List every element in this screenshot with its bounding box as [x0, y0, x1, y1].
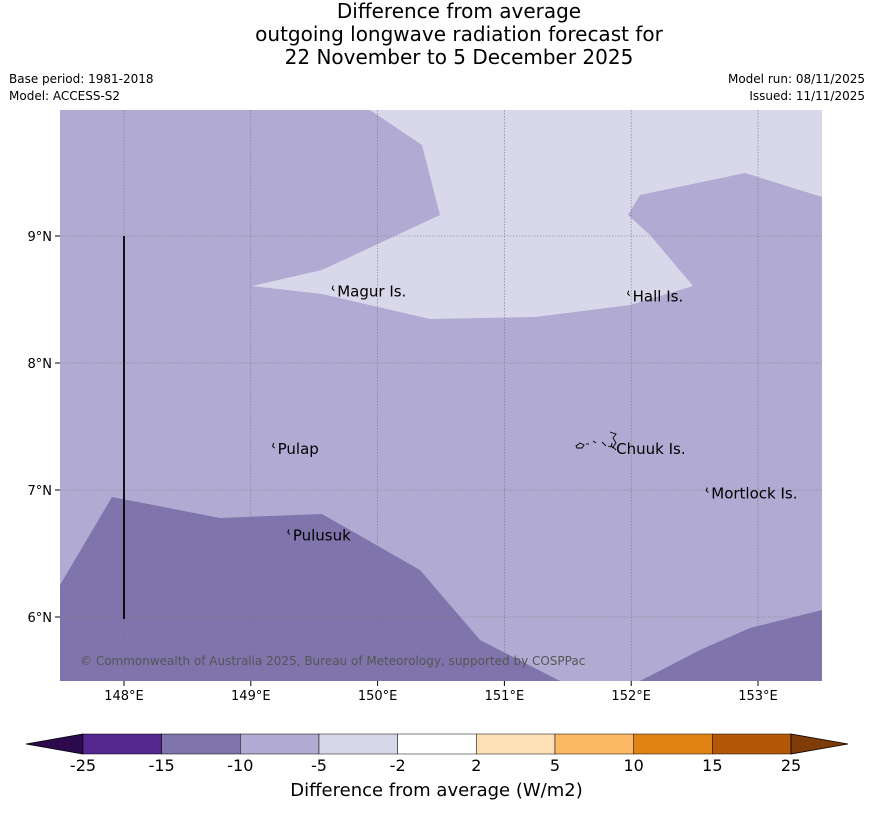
island-marker — [272, 442, 275, 449]
lon-label: 150°E — [358, 689, 398, 704]
place-labels: Magur Is. Hall Is. Pulap Chuuk Is. Mortlock … — [272, 283, 798, 544]
island-marker — [287, 529, 291, 535]
title-line-3: 22 November to 5 December 2025 — [284, 45, 634, 69]
colorbar-label: Difference from average (W/m2) — [290, 780, 583, 801]
colorbar-tick-label: -2 — [389, 756, 406, 775]
place-label: Chuuk Is. — [616, 440, 685, 458]
island-chuuk-outline — [575, 431, 617, 451]
colorbar-segment — [476, 733, 556, 755]
chart-title: Difference from average outgoing longwav… — [0, 0, 873, 69]
lat-label: 6°N — [28, 611, 53, 626]
island-marker — [705, 487, 709, 493]
latitude-labels: 9°N 8°N 7°N 6°N — [28, 230, 60, 626]
fill-minus15-minus10-west — [60, 497, 560, 681]
colorbar-segment — [633, 733, 713, 755]
lat-label: 8°N — [28, 357, 53, 372]
place-label: Pulap — [278, 440, 319, 458]
colorbar-segment — [82, 733, 162, 755]
title-line-2: outgoing longwave radiation forecast for — [255, 22, 663, 46]
colorbar-segment — [712, 733, 792, 755]
lat-label: 9°N — [28, 230, 53, 245]
map-fill-layer — [60, 110, 822, 681]
island-marker — [627, 290, 631, 297]
colorbar-tick-label: -10 — [227, 756, 254, 775]
lat-label: 7°N — [28, 484, 53, 499]
place-label: Magur Is. — [337, 283, 406, 301]
colorbar-segment — [397, 733, 477, 755]
meta-right: Model run: 08/11/2025 Issued: 11/11/2025 — [728, 71, 865, 105]
colorbar-tick-label: -15 — [148, 756, 175, 775]
colorbar — [25, 733, 849, 755]
fill-minus15-minus10-southeast — [640, 610, 822, 681]
colorbar-tick-label: -25 — [69, 756, 97, 775]
island-marker — [331, 285, 335, 291]
base-period: Base period: 1981-2018 — [9, 72, 154, 86]
place-label: Hall Is. — [633, 288, 684, 306]
colorbar-tick-label: 5 — [549, 756, 561, 775]
island-marker — [610, 442, 614, 449]
gridlines — [60, 110, 822, 681]
colorbar-segment — [554, 733, 634, 755]
copyright-note: © Commonwealth of Australia 2025, Bureau… — [80, 654, 585, 668]
model-name: Model: ACCESS-S2 — [9, 89, 121, 103]
lon-label: 149°E — [231, 689, 271, 704]
lon-label: 153°E — [738, 689, 778, 704]
colorbar-segment — [161, 733, 241, 755]
fill-minus5-minus2 — [252, 110, 822, 319]
colorbar-tick-label: 2 — [471, 756, 482, 775]
place-label: Mortlock Is. — [711, 485, 797, 503]
meta-left: Base period: 1981-2018 Model: ACCESS-S2 — [9, 71, 154, 105]
model-run: Model run: 08/11/2025 — [727, 72, 865, 86]
lon-label: 151°E — [485, 689, 525, 704]
longitude-labels: 148°E 149°E 150°E 151°E 152°E 153°E — [104, 681, 778, 704]
colorbar-tick-label: 25 — [780, 756, 802, 775]
colorbar-segment — [318, 733, 398, 755]
colorbar-segment — [240, 733, 320, 755]
colorbar-arrow-low — [25, 733, 84, 755]
colorbar-arrow-high — [790, 733, 849, 755]
colorbar-tick-label: 15 — [702, 756, 723, 775]
title-line-1: Difference from average — [336, 0, 582, 23]
lon-label: 152°E — [611, 689, 651, 704]
place-label: Pulusuk — [293, 526, 351, 544]
lon-label: 148°E — [104, 689, 144, 704]
colorbar-tick-label: -5 — [311, 756, 327, 775]
colorbar-tick-label: 10 — [623, 756, 644, 775]
issued-date: Issued: 11/11/2025 — [749, 89, 865, 103]
